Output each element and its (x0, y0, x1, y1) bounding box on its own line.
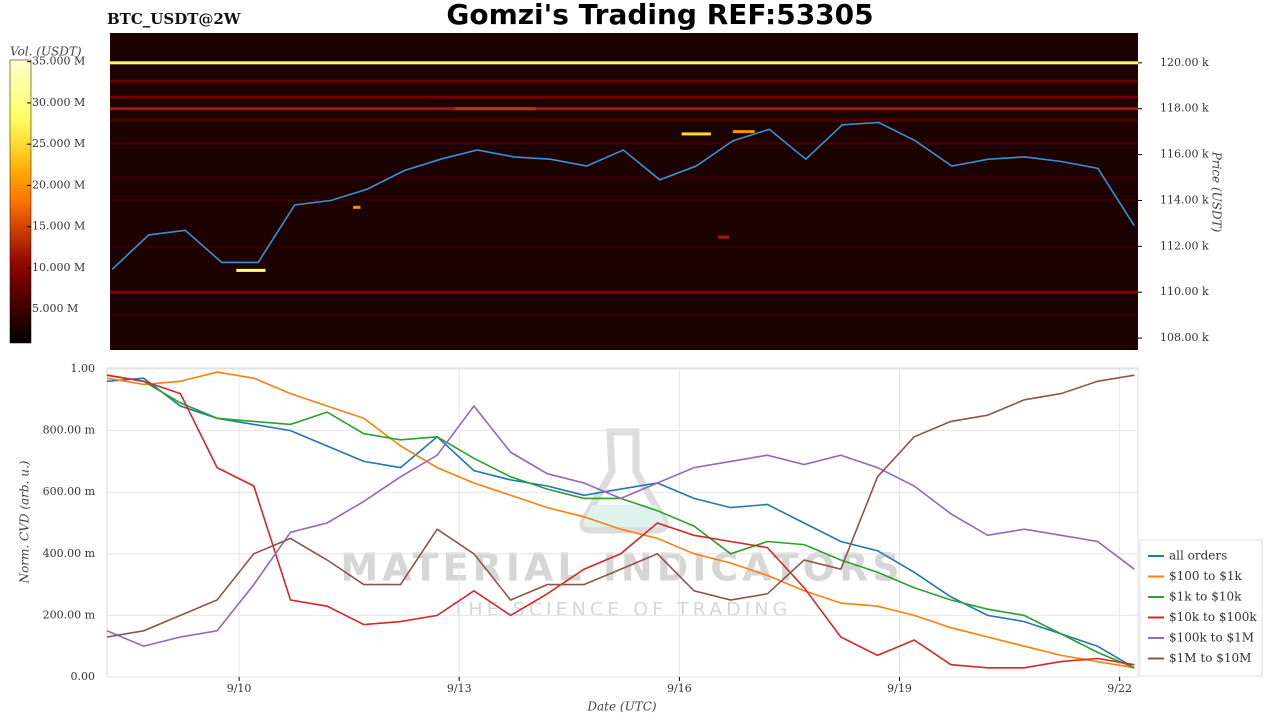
y-tick-label: 116.00 k (1160, 148, 1209, 161)
cvd-line (106, 404, 1135, 648)
orderbook-level (110, 107, 1138, 111)
orderbook-wall (718, 235, 730, 239)
orderbook-wall (236, 268, 266, 272)
heatmap-background (110, 33, 1138, 350)
y-tick-label: 110.00 k (1160, 285, 1209, 298)
cvd-line (106, 374, 1135, 669)
orderbook-level (110, 198, 1138, 202)
x-axis-label: Date (UTC) (586, 700, 656, 714)
colorbar-tick-label: 20.000 M (32, 178, 85, 191)
legend-label: $10k to $100k (1169, 610, 1257, 624)
y-tick-label: 112.00 k (1160, 239, 1209, 252)
colorbar-tick-label: 10.000 M (32, 261, 85, 274)
legend-label: $1M to $10M (1169, 651, 1251, 665)
legend (1139, 539, 1263, 677)
orderbook-level (110, 141, 1138, 145)
x-tick-label: 9/13 (447, 682, 472, 695)
x-tick-label: 9/19 (887, 682, 912, 695)
legend-label: all orders (1169, 549, 1227, 563)
orderbook-wall (681, 132, 711, 136)
orderbook-level (110, 61, 1138, 65)
x-tick-label: 9/16 (667, 682, 692, 695)
cvd-line (106, 371, 1135, 669)
colorbar-tick-label: 35.000 M (32, 55, 85, 68)
orderbook-level (110, 176, 1138, 180)
colorbar-tick-label: 25.000 M (32, 137, 85, 150)
colorbar-tick-label: 15.000 M (32, 220, 85, 233)
y-tick-label: 114.00 k (1160, 193, 1209, 206)
orderbook-level (110, 95, 1138, 99)
legend-label: $1k to $10k (1169, 590, 1242, 604)
legend-label: $100k to $1M (1169, 631, 1254, 645)
legend-label: $100 to $1k (1169, 569, 1242, 583)
flask-liquid (583, 505, 665, 527)
colorbar-label: Vol. (USDT) (10, 45, 82, 59)
orderbook-level (110, 244, 1138, 248)
watermark-icon (579, 428, 669, 534)
colorbar-tick-label: 30.000 M (32, 96, 85, 109)
orderbook-wall (353, 205, 361, 209)
orderbook-level (110, 267, 1138, 271)
y-tick-label: 108.00 k (1160, 331, 1209, 344)
watermark-title: MATERIAL INDICATORS (340, 546, 903, 590)
cvd-line (106, 374, 1135, 638)
colorbar (9, 59, 32, 344)
y-tick-label: 120.00 k (1160, 56, 1209, 69)
orderbook-wall (732, 130, 755, 134)
orderbook-level (110, 313, 1138, 317)
y-tick-label: 0.00 (71, 670, 96, 683)
orderbook-level (110, 336, 1138, 340)
y-tick-label: 400.00 m (43, 547, 96, 560)
orderbook-level (110, 290, 1138, 294)
orderbook-level (110, 79, 1138, 83)
x-tick-label: 9/10 (227, 682, 252, 695)
y-axis-label: Price (USDT) (1210, 151, 1224, 233)
y-tick-label: 600.00 m (43, 485, 96, 498)
y-axis-label: Norm. CVD (arb. u.) (18, 460, 32, 584)
y-tick-label: 1.00 (71, 362, 96, 375)
price-line (111, 121, 1135, 270)
flask-icon (579, 428, 669, 534)
orderbook-wall (455, 107, 536, 111)
orderbook-level (110, 221, 1138, 225)
colorbar-tick-label: 5.000 M (32, 302, 78, 315)
y-tick-label: 118.00 k (1160, 102, 1209, 115)
y-tick-label: 200.00 m (43, 608, 96, 621)
chart-subtitle: BTC_USDT@2W (107, 10, 242, 28)
x-tick-label: 9/22 (1107, 682, 1132, 695)
chart-title: Gomzi's Trading REF:53305 (446, 0, 873, 31)
orderbook-level (110, 118, 1138, 122)
y-tick-label: 800.00 m (43, 424, 96, 437)
